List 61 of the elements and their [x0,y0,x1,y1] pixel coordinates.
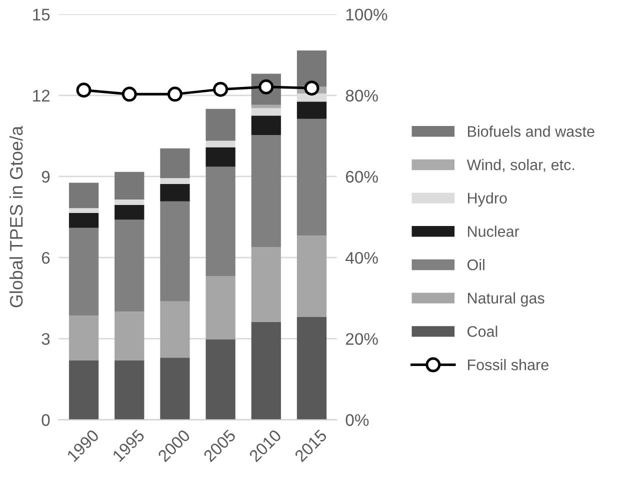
bar [251,108,281,116]
bar [251,135,281,248]
legend-label: Fossil share [468,359,548,370]
y2-tick-label: 0% [346,414,369,426]
bar [296,236,327,317]
y-tick-label: 0 [42,414,50,426]
bar [114,172,144,200]
y2-tick-label: 20% [346,333,378,345]
y2-tick-label: 40% [346,252,378,264]
bar [68,212,99,228]
bar [206,166,236,276]
y-tick-label: 6 [42,252,50,264]
y-tick-label: 3 [42,333,50,345]
y2-tick-label: 80% [346,90,378,102]
legend-label: Wind, solar, etc. [466,159,574,172]
point [167,86,182,102]
bar [206,140,236,148]
bar [68,316,99,360]
bar [160,201,190,302]
point [304,80,320,96]
point [76,82,92,98]
y-tick-label: 9 [42,170,50,183]
bar [296,50,327,86]
bar [68,208,99,213]
legend-label: Hydro [468,192,507,207]
bar [296,316,327,420]
bar [160,301,190,358]
bar [160,184,190,202]
bar [68,182,99,208]
bar [296,102,327,119]
bar [206,147,236,167]
point [213,82,228,97]
bar [160,148,190,178]
bar [114,312,144,360]
legend-label: Natural gas [468,292,544,307]
legend-label: Coal [468,326,498,337]
bar [296,118,327,236]
bar [206,339,236,420]
bar [251,116,281,136]
bar [160,178,190,184]
bar [206,108,236,141]
legend-label: Oil [467,259,484,270]
bar [114,360,144,420]
legend-label: Nuclear [468,226,520,237]
y-axis-title: Global TPES in Gtoe/a [9,126,23,308]
bar [160,358,190,420]
y2-tick-label: 100% [346,8,388,21]
y2-tick-label: 60% [346,170,378,183]
bar [114,199,144,205]
bar [114,220,144,312]
bar [114,204,144,220]
bar [68,228,99,316]
bar [206,276,236,340]
bar [251,247,281,322]
y-tick-label: 12 [33,90,50,102]
bar [68,360,99,420]
y-tick-label: 15 [33,8,50,21]
point [122,86,137,102]
legend-label: Biofuels and waste [468,126,594,137]
bar [251,322,281,420]
bar [251,104,281,108]
